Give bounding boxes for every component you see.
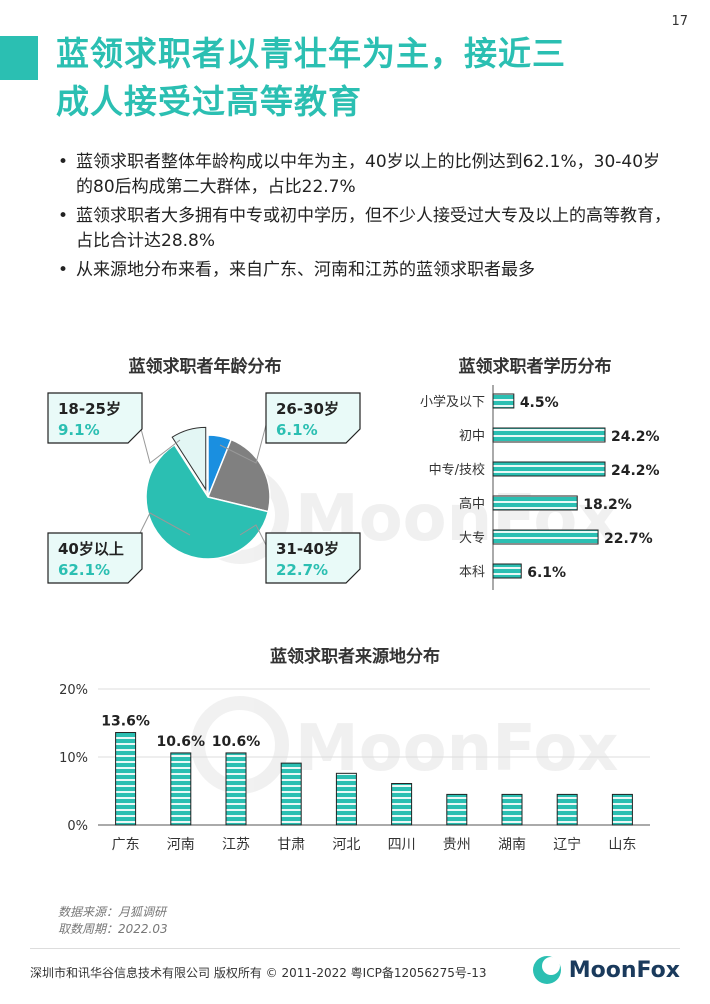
- hbar-value-label: 6.1%: [527, 565, 566, 581]
- pie-value-label: 62.1%: [58, 561, 110, 579]
- hbar-bar: [492, 461, 606, 477]
- vbar-category-label: 江苏: [222, 837, 250, 853]
- vbar-category-label: 河北: [332, 837, 360, 853]
- pie-value-label: 6.1%: [276, 421, 318, 439]
- pie-value-label: 22.7%: [276, 561, 328, 579]
- title-line-2: 成人接受过高等教育: [56, 82, 362, 121]
- bullet-item: 蓝领求职者整体年龄构成以中年为主，40岁以上的比例达到62.1%，30-40岁的…: [56, 150, 676, 200]
- logo-text: MoonFox: [568, 957, 680, 983]
- hbar-bar: [492, 529, 599, 545]
- age-chart-title: 蓝领求职者年龄分布: [128, 357, 282, 377]
- origin-bar-chart: 0% 10% 20% 广东 13.6% 河南 10.6% 江苏 10.6% 甘肃 河北 四川 贵州 湖南 辽…: [59, 683, 650, 853]
- page-number: 17: [671, 14, 688, 29]
- vbar-category-label: 河南: [167, 837, 195, 853]
- hbar-value-label: 18.2%: [583, 497, 632, 513]
- bullet-item: 蓝领求职者大多拥有中专或初中学历，但不少人接受过大专及以上的高等教育，占比合计达…: [56, 204, 676, 254]
- vbar-category-label: 广东: [112, 837, 140, 853]
- pie-category-label: 40岁以上: [58, 540, 124, 558]
- hbar-value-label: 4.5%: [520, 395, 559, 411]
- pie-category-label: 31-40岁: [276, 540, 339, 558]
- pie-callout-2: 26-30岁 6.1%: [219, 392, 361, 464]
- pie-callout-1: 31-40岁 22.7%: [239, 524, 361, 584]
- pie-callout-3: 18-25岁 9.1%: [47, 392, 181, 464]
- hbar-category-label: 大专: [459, 531, 485, 546]
- vbar-bar: [335, 772, 357, 826]
- pie-slice-0: [145, 443, 270, 560]
- vbar-category-label: 贵州: [443, 837, 471, 853]
- education-chart-title: 蓝领求职者学历分布: [458, 357, 612, 377]
- vbar-bar: [611, 793, 633, 826]
- pie-value-label: 9.1%: [58, 421, 100, 439]
- age-pie-chart: 40岁以上 62.1% 31-40岁 22.7% 26-30岁 6.1% 18-25岁 9.1…: [47, 392, 361, 584]
- vbar-category-label: 山东: [608, 837, 636, 853]
- vbar-bar: [225, 752, 247, 826]
- pie-slice-3: [171, 426, 207, 492]
- vbar-ytick-label: 20%: [59, 683, 88, 698]
- hbar-category-label: 本科: [459, 565, 485, 580]
- vbar-ytick-label: 0%: [67, 819, 88, 834]
- hbar-category-label: 高中: [459, 496, 485, 512]
- hbar-value-label: 24.2%: [611, 463, 660, 479]
- hbar-bar: [492, 563, 522, 579]
- vbar-bar: [501, 793, 523, 826]
- moonfox-logo: MoonFox: [531, 952, 680, 988]
- pie-callout-0: 40岁以上 62.1%: [47, 512, 191, 584]
- vbar-data-label: 10.6%: [157, 734, 206, 750]
- education-bar-chart: 小学及以下 4.5% 初中 24.2% 中专/技校 24.2% 高中 18.2% 大专 22.7%…: [420, 385, 660, 590]
- bullet-item: 从来源地分布来看，来自广东、河南和江苏的蓝领求职者最多: [56, 258, 676, 283]
- footer-copyright: 深圳市和讯华谷信息技术有限公司 版权所有 © 2011-2022 粤ICP备12…: [30, 966, 487, 980]
- hbar-category-label: 初中: [459, 429, 485, 444]
- title-line-1: 蓝领求职者以青壮年为主，接近三: [56, 34, 566, 73]
- vbar-ytick-label: 10%: [59, 751, 88, 766]
- moonfox-logo-icon: [532, 956, 561, 984]
- hbar-bar: [492, 427, 606, 443]
- period-line: 取数周期：2022.03: [58, 922, 168, 936]
- vbar-category-label: 湖南: [498, 837, 526, 853]
- vbar-bar: [556, 793, 578, 826]
- hbar-category-label: 中专/技校: [429, 462, 485, 478]
- bullet-list: 蓝领求职者整体年龄构成以中年为主，40岁以上的比例达到62.1%，30-40岁的…: [56, 150, 676, 287]
- vbar-bar: [391, 783, 413, 826]
- vbar-bar: [446, 793, 468, 826]
- vbar-category-label: 四川: [388, 837, 416, 853]
- pie-category-label: 18-25岁: [58, 400, 121, 418]
- vbar-bar: [170, 752, 192, 826]
- pie-category-label: 26-30岁: [276, 400, 339, 418]
- origin-chart-title: 蓝领求职者来源地分布: [270, 647, 440, 667]
- source-line: 数据来源：月狐调研: [58, 905, 167, 919]
- hbar-bar: [492, 495, 578, 511]
- hbar-value-label: 24.2%: [611, 429, 660, 445]
- page-title: 蓝领求职者以青壮年为主，接近三 成人接受过高等教育: [56, 30, 676, 126]
- vbar-bar: [280, 762, 302, 826]
- title-accent-bar: [0, 36, 38, 80]
- hbar-bar: [492, 393, 515, 409]
- vbar-data-label: 10.6%: [212, 734, 261, 750]
- data-source: 数据来源：月狐调研 取数周期：2022.03: [58, 904, 168, 938]
- hbar-category-label: 小学及以下: [420, 394, 485, 410]
- vbar-category-label: 辽宁: [553, 836, 581, 853]
- pie-slice-1: [206, 438, 271, 513]
- vbar-bar: [115, 732, 137, 826]
- hbar-value-label: 22.7%: [604, 531, 653, 547]
- vbar-data-label: 13.6%: [101, 714, 150, 730]
- footer-divider: [30, 948, 680, 949]
- vbar-category-label: 甘肃: [277, 837, 305, 853]
